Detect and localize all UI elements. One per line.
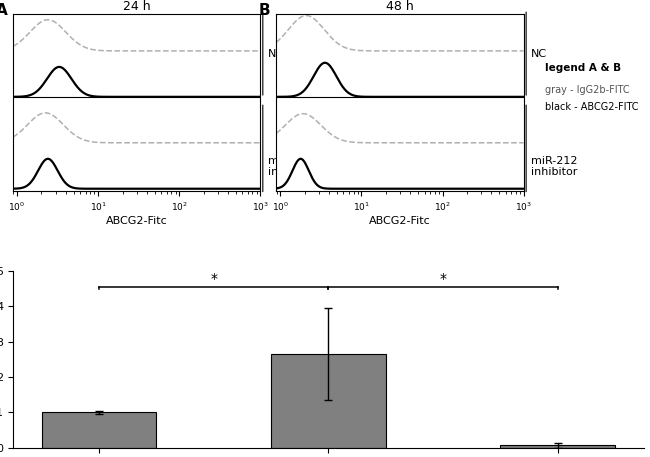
X-axis label: ABCG2-Fitc: ABCG2-Fitc (106, 216, 168, 226)
Text: *: * (439, 272, 447, 286)
Text: NC: NC (531, 48, 547, 58)
Text: *: * (210, 272, 217, 286)
Title: 48 h: 48 h (386, 0, 414, 12)
Text: miR-212
inhibitor: miR-212 inhibitor (268, 156, 314, 177)
Text: A: A (0, 3, 7, 18)
Text: NC: NC (268, 48, 284, 58)
X-axis label: ABCG2-Fitc: ABCG2-Fitc (369, 216, 431, 226)
Text: miR-212
inhibitor: miR-212 inhibitor (531, 156, 578, 177)
Bar (42, 412, 156, 448)
Text: black - ABCG2-FITC: black - ABCG2-FITC (545, 102, 638, 112)
Text: legend A & B: legend A & B (545, 64, 621, 73)
Text: B: B (259, 3, 270, 18)
Text: gray - IgG2b-FITC: gray - IgG2b-FITC (545, 85, 629, 95)
Bar (500, 445, 615, 448)
Bar (271, 354, 385, 448)
Title: 24 h: 24 h (123, 0, 151, 12)
